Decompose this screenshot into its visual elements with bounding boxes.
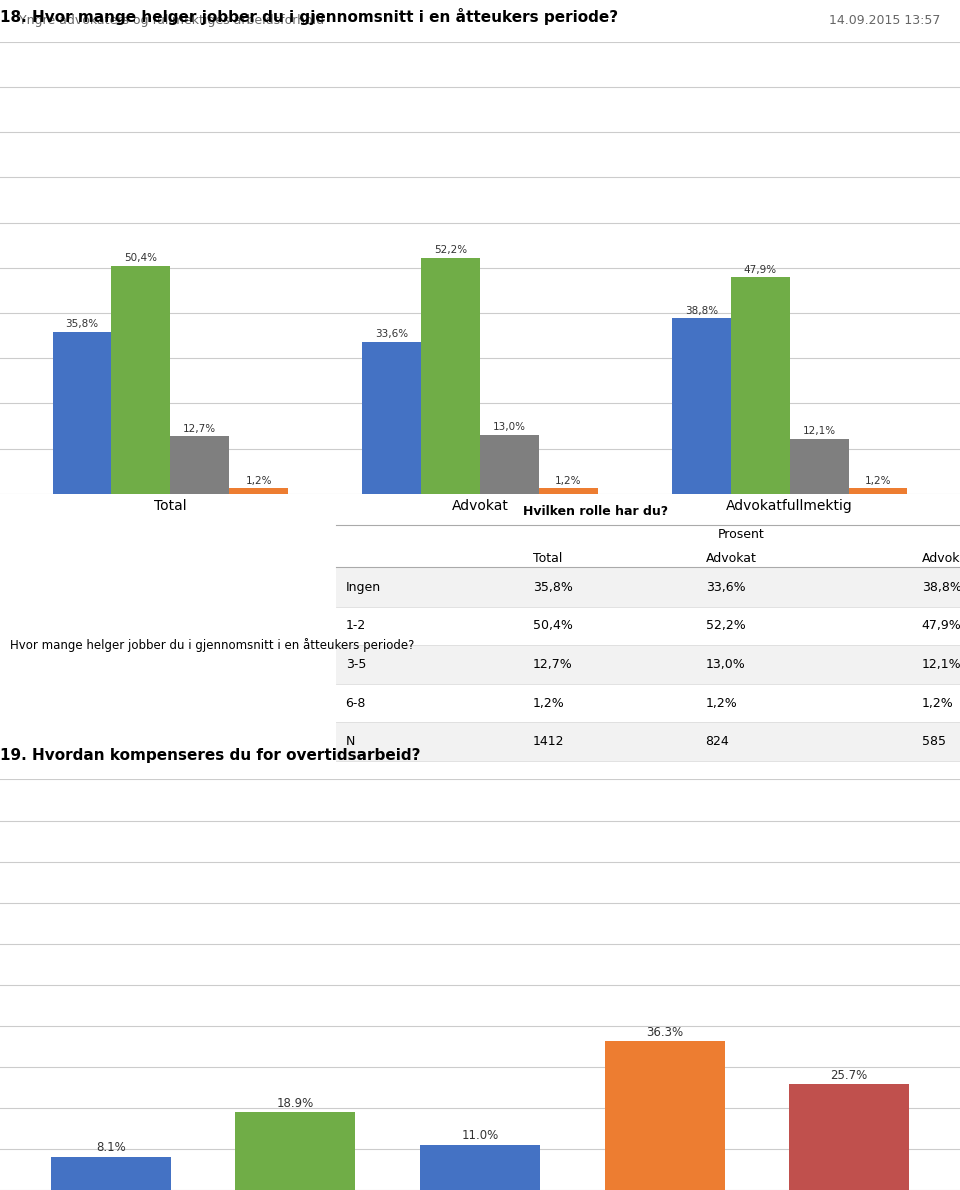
Text: 12,1%: 12,1%	[803, 426, 835, 437]
Text: 585: 585	[922, 735, 946, 749]
Text: 35,8%: 35,8%	[65, 319, 99, 330]
Bar	[849, 488, 907, 494]
Text: Ingen: Ingen	[346, 581, 381, 594]
Text: 50,4%: 50,4%	[125, 253, 157, 263]
Bar	[53, 332, 111, 494]
Text: 1,2%: 1,2%	[555, 476, 582, 486]
Text: 12,7%: 12,7%	[183, 424, 216, 433]
Bar	[731, 277, 790, 494]
Bar	[170, 437, 229, 494]
Text: Advokat: Advokat	[706, 552, 756, 565]
FancyBboxPatch shape	[336, 568, 960, 607]
FancyBboxPatch shape	[336, 645, 960, 684]
Text: Prosent: Prosent	[718, 528, 765, 541]
Text: 52,2%: 52,2%	[706, 620, 745, 632]
Text: 35,8%: 35,8%	[533, 581, 573, 594]
Text: Total: Total	[533, 552, 563, 565]
Text: 13,0%: 13,0%	[706, 658, 745, 671]
Bar	[51, 1157, 171, 1190]
Text: 50,4%: 50,4%	[533, 620, 573, 632]
Text: 52,2%: 52,2%	[434, 245, 468, 255]
Text: 33,6%: 33,6%	[706, 581, 745, 594]
Text: 25.7%: 25.7%	[830, 1069, 868, 1082]
Text: 36.3%: 36.3%	[646, 1026, 684, 1039]
Text: 12,1%: 12,1%	[922, 658, 960, 671]
Text: Hvilken rolle har du?: Hvilken rolle har du?	[523, 506, 668, 519]
Text: N: N	[346, 735, 355, 749]
Text: 1,2%: 1,2%	[706, 696, 737, 709]
Text: 18.9%: 18.9%	[276, 1097, 314, 1110]
Text: 1412: 1412	[533, 735, 564, 749]
Text: 14.09.2015 13:57: 14.09.2015 13:57	[829, 14, 941, 27]
Bar	[111, 265, 170, 494]
FancyBboxPatch shape	[336, 722, 960, 760]
Text: 38,8%: 38,8%	[684, 306, 718, 315]
Text: 1-2: 1-2	[346, 620, 366, 632]
Bar	[789, 1084, 909, 1190]
Bar	[672, 319, 731, 494]
Text: 47,9%: 47,9%	[922, 620, 960, 632]
Bar	[362, 342, 421, 494]
Bar	[480, 436, 539, 494]
Text: Yngre advokaters og fullmektiges arbeidsforhold: Yngre advokaters og fullmektiges arbeids…	[19, 14, 324, 27]
Text: 33,6%: 33,6%	[375, 330, 408, 339]
Text: Advokatfullmektig: Advokatfullmektig	[922, 552, 960, 565]
Bar	[420, 1145, 540, 1190]
Text: 19. Hvordan kompenseres du for overtidsarbeid?: 19. Hvordan kompenseres du for overtidsa…	[0, 749, 420, 763]
Text: 13,0%: 13,0%	[492, 422, 526, 432]
Text: 47,9%: 47,9%	[744, 264, 777, 275]
Text: 38,8%: 38,8%	[922, 581, 960, 594]
Text: Hvor mange helger jobber du i gjennomsnitt i en åtteukers periode?: Hvor mange helger jobber du i gjennomsni…	[10, 638, 414, 652]
Bar	[421, 258, 480, 494]
Bar	[790, 439, 849, 494]
Bar	[229, 488, 288, 494]
Text: 1,2%: 1,2%	[865, 476, 891, 486]
Text: 1,2%: 1,2%	[533, 696, 564, 709]
Text: 3-5: 3-5	[346, 658, 366, 671]
Text: 12,7%: 12,7%	[533, 658, 572, 671]
Text: 11.0%: 11.0%	[462, 1129, 498, 1142]
Text: 824: 824	[706, 735, 730, 749]
Bar	[539, 488, 598, 494]
Bar	[235, 1113, 355, 1190]
Text: 6-8: 6-8	[346, 696, 366, 709]
Text: 1,2%: 1,2%	[246, 476, 272, 486]
Text: 1,2%: 1,2%	[922, 696, 953, 709]
Text: 8.1%: 8.1%	[96, 1141, 126, 1154]
Bar	[605, 1041, 725, 1190]
Text: 18. Hvor mange helger jobber du i gjennomsnitt i en åtteukers periode?: 18. Hvor mange helger jobber du i gjenno…	[0, 8, 618, 25]
